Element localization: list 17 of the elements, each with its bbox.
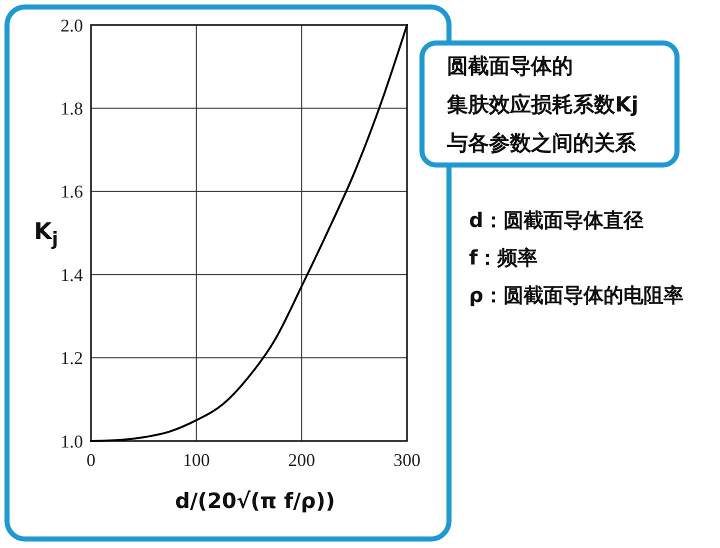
y-tick-label: 1.2 — [60, 348, 83, 368]
text: 圆截面导体的集肤效应损耗系数Kj与各参数之间的关系 — [446, 54, 638, 155]
y-tick-label: 1.4 — [60, 264, 83, 285]
y-tick-label: 1.0 — [60, 431, 83, 452]
x-tick-label: 300 — [394, 450, 420, 470]
y-tick-label: 1.6 — [60, 182, 83, 202]
x-tick-label: 0 — [86, 450, 96, 470]
x-tick-label: 200 — [288, 450, 316, 470]
line-series — [90, 24, 408, 442]
y-tick-label: 2.0 — [60, 15, 83, 36]
x-tick-label: 100 — [182, 450, 210, 470]
y-tick-label: 1.8 — [60, 98, 83, 118]
text: ρ：圆截面导体的电阻率 — [469, 283, 684, 307]
y-axis-title: K$_{j}$ — [34, 219, 58, 250]
x-axis-title: d/(20√(π f/ρ)) — [174, 489, 336, 513]
text: d：圆截面导体直径 — [469, 208, 644, 232]
text: f：频率 — [469, 246, 538, 270]
